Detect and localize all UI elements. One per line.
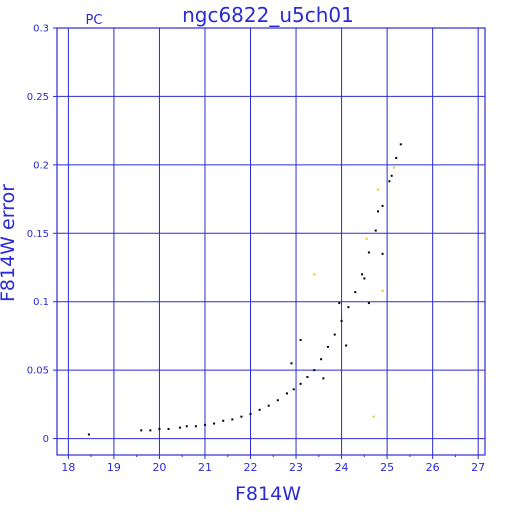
- data-point: [345, 344, 348, 347]
- data-point: [333, 333, 336, 336]
- flagged-data-point: [381, 289, 384, 292]
- plot-area: 18 19 20 21 22 23 24 25 26 27 0 0.05 0.1 0.15 0.2 0.25 0…: [27, 24, 486, 474]
- x-tick-label: 19: [107, 461, 121, 474]
- data-point: [399, 143, 402, 146]
- data-point: [322, 377, 325, 380]
- data-point: [267, 404, 270, 407]
- data-point: [213, 422, 216, 425]
- x-axis-label: F814W: [235, 483, 301, 505]
- data-point: [258, 408, 261, 411]
- data-point: [326, 345, 329, 348]
- data-point: [306, 375, 309, 378]
- data-point: [361, 273, 364, 276]
- data-point: [249, 412, 252, 415]
- y-tick-label: 0.2: [33, 160, 49, 171]
- x-tick-label: 26: [426, 461, 440, 474]
- flagged-data-point: [377, 188, 379, 191]
- data-point: [299, 382, 302, 385]
- x-tick-label: 25: [380, 461, 394, 474]
- data-point: [87, 433, 90, 436]
- data-point: [231, 418, 234, 421]
- y-tick-label: 0.1: [33, 297, 49, 308]
- y-axis-label: F814W error: [0, 184, 19, 302]
- data-point: [167, 427, 170, 430]
- y-tick-label: 0: [43, 434, 49, 445]
- data-point: [276, 399, 279, 402]
- data-point: [347, 306, 350, 309]
- data-point: [240, 415, 243, 418]
- y-tick-label: 0.05: [27, 366, 49, 377]
- data-point: [292, 388, 295, 391]
- chart-title: ngc6822_u5ch01: [182, 3, 354, 27]
- data-point: [285, 392, 288, 395]
- flagged-data-point: [313, 273, 316, 276]
- data-point: [140, 429, 143, 432]
- x-tick-label: 20: [152, 461, 166, 474]
- x-tick-label: 27: [471, 461, 485, 474]
- data-point: [290, 362, 293, 365]
- data-point: [185, 425, 188, 428]
- y-tick-label: 0.3: [33, 24, 49, 35]
- x-tick-label: 24: [335, 461, 349, 474]
- data-point: [149, 429, 152, 432]
- data-point: [377, 210, 379, 213]
- data-point: [313, 369, 316, 372]
- flagged-data-point: [365, 237, 368, 240]
- corner-label: PC: [86, 13, 103, 28]
- data-point: [390, 174, 393, 177]
- data-point: [203, 423, 206, 426]
- data-point: [194, 425, 197, 428]
- data-point: [338, 302, 341, 305]
- x-tick-label: 18: [61, 461, 75, 474]
- data-point: [367, 302, 370, 305]
- data-point: [222, 419, 225, 422]
- data-point: [388, 180, 391, 183]
- data-point: [374, 229, 377, 232]
- x-tick-label: 23: [289, 461, 303, 474]
- flagged-data-point: [372, 415, 375, 418]
- data-point: [178, 426, 181, 429]
- data-point: [395, 157, 398, 160]
- data-point: [320, 358, 323, 361]
- flagged-data-point: [392, 166, 395, 169]
- y-tick-label: 0.25: [27, 92, 49, 103]
- x-tick-label: 21: [198, 461, 212, 474]
- data-point: [299, 339, 302, 342]
- data-point: [354, 291, 357, 294]
- data-point: [340, 319, 343, 322]
- y-tick-label: 0.15: [27, 229, 49, 240]
- data-point: [367, 251, 370, 254]
- data-point: [158, 427, 161, 430]
- data-point: [381, 252, 384, 255]
- x-tick-label: 22: [244, 461, 258, 474]
- data-point: [363, 277, 366, 280]
- data-point: [381, 204, 384, 207]
